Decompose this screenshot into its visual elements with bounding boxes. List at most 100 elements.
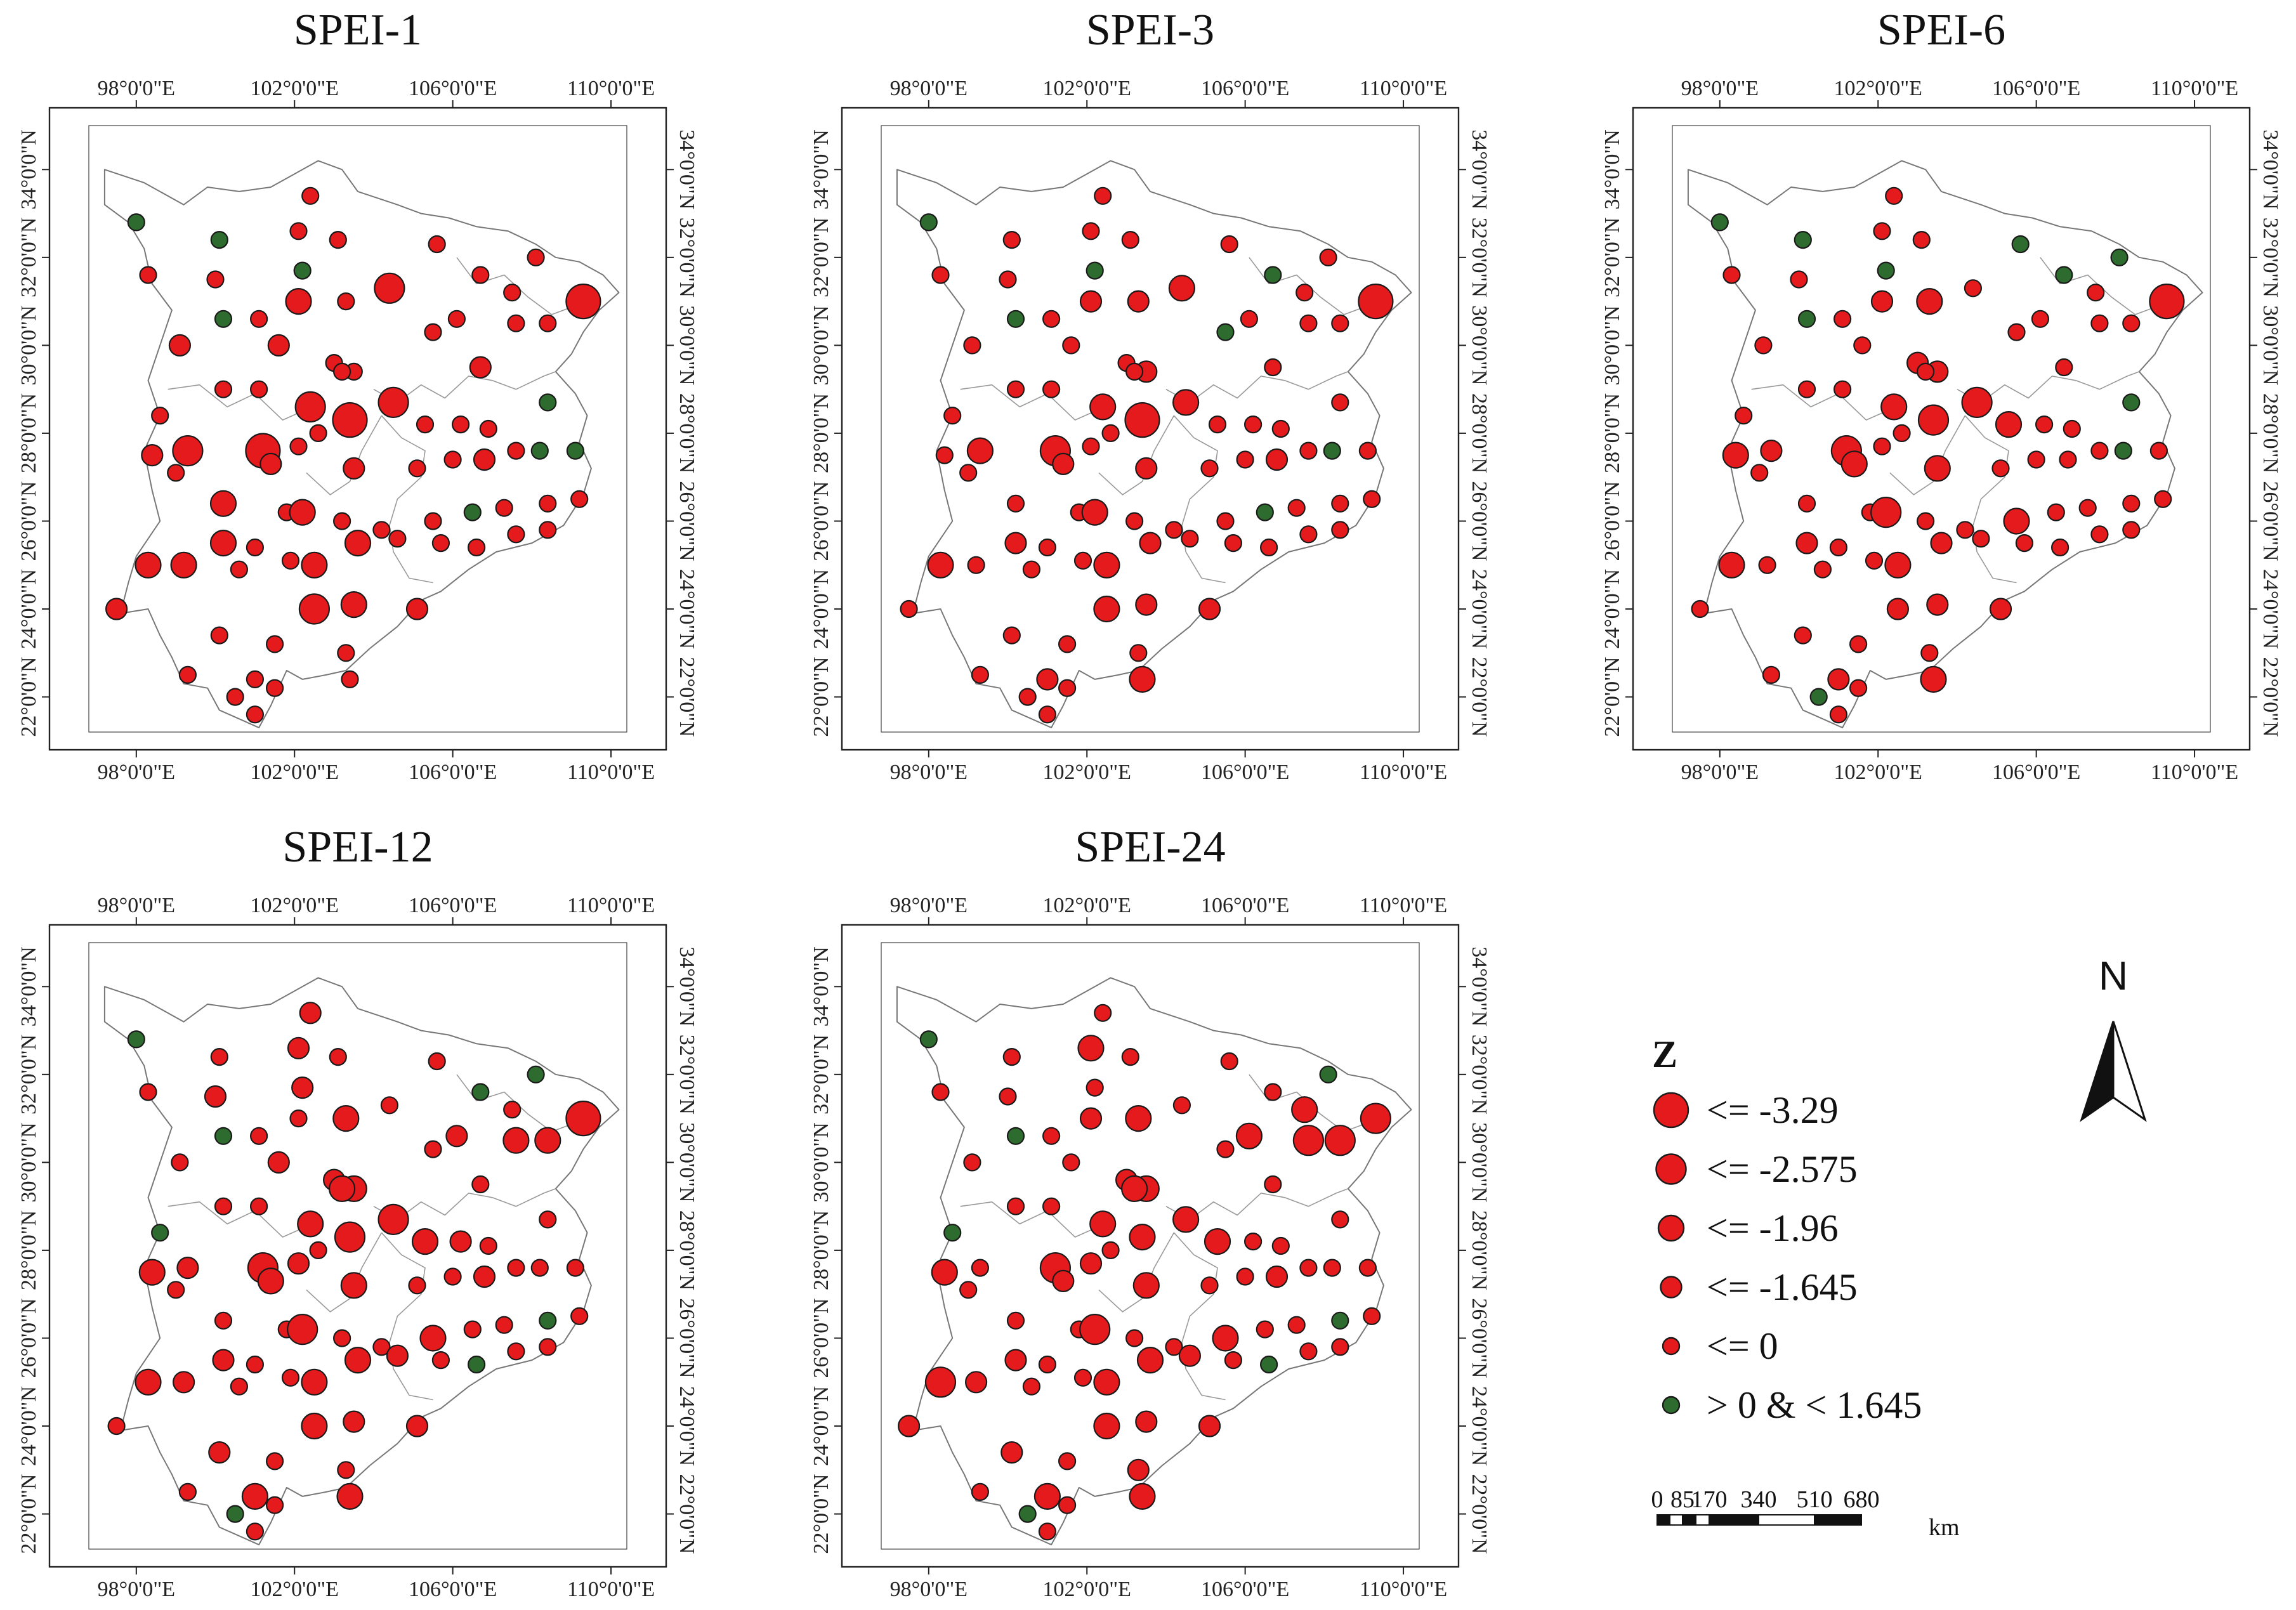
region-boundary [896, 977, 1412, 1546]
station-marker [1762, 665, 1780, 684]
station-marker [1930, 532, 1953, 554]
station-marker [1834, 310, 1852, 328]
legend-label: <= -3.29 [1707, 1089, 1839, 1131]
station-marker [1331, 521, 1349, 539]
station-marker [424, 1140, 442, 1158]
station-marker [424, 512, 442, 530]
station-marker [931, 1083, 950, 1101]
station-marker [1172, 1096, 1191, 1115]
lat-label-right: 22°0'0"N [1467, 1474, 1491, 1554]
station-marker [502, 1127, 530, 1154]
station-marker [380, 1096, 399, 1115]
station-marker [416, 415, 435, 434]
lon-label-bottom: 106°0'0"E [409, 761, 497, 784]
station-marker [443, 1267, 462, 1286]
province-boundary [381, 415, 433, 584]
lon-label-top: 98°0'0"E [890, 894, 968, 917]
station-marker [2059, 450, 2077, 469]
station-marker [1006, 1197, 1025, 1215]
station-marker [266, 679, 284, 697]
station-marker [332, 1104, 360, 1132]
station-marker [343, 457, 365, 480]
station-marker [1840, 450, 1868, 478]
province-boundary [1751, 384, 1887, 421]
lon-label-bottom: 110°0'0"E [2151, 761, 2238, 784]
station-marker [1299, 525, 1318, 544]
station-marker [1256, 1320, 1274, 1338]
station-marker [267, 334, 290, 357]
station-marker [210, 626, 228, 645]
scale-bar-tick-label: 85 [1670, 1486, 1695, 1513]
station-marker [467, 538, 486, 557]
station-marker [473, 1265, 496, 1288]
station-marker [2063, 419, 2081, 438]
station-marker [1129, 1482, 1156, 1510]
station-marker [503, 1101, 522, 1119]
station-marker [1006, 380, 1025, 398]
station-marker [507, 1342, 525, 1361]
map-panel-4: SPEI-12 98°0'0"E 98°0'0"E 102°0'0"E 102°0'0"… [17, 823, 699, 1601]
station-marker [1240, 310, 1259, 328]
station-marker [1265, 1265, 1289, 1288]
station-marker [1129, 644, 1148, 662]
lat-label-left: 26°0'0"N [17, 1298, 41, 1378]
station-marker [1718, 551, 1745, 579]
map-area [881, 125, 1420, 733]
station-marker [151, 1224, 169, 1242]
station-marker [250, 1127, 268, 1145]
panel-title: SPEI-6 [1877, 6, 2005, 55]
lat-label-right: 24°0'0"N [675, 1386, 699, 1466]
lon-label-top: 106°0'0"E [409, 894, 497, 917]
station-marker [1236, 1267, 1254, 1286]
station-marker [1271, 419, 1290, 438]
station-marker [2035, 415, 2054, 434]
station-marker [2149, 442, 2168, 460]
stations [900, 187, 1394, 724]
station-marker [377, 1203, 409, 1236]
station-marker [1212, 1325, 1239, 1352]
station-marker [503, 284, 522, 302]
station-marker [1794, 626, 1812, 645]
north-arrow-dark-half [2080, 1021, 2115, 1122]
lon-label-bottom: 98°0'0"E [890, 761, 968, 784]
station-marker [1870, 290, 1894, 313]
station-marker [527, 1065, 545, 1083]
panel-title: SPEI-12 [282, 823, 433, 872]
station-marker [1834, 380, 1852, 398]
station-marker [424, 323, 442, 341]
station-marker [1829, 705, 1847, 724]
station-marker [341, 670, 359, 689]
station-marker [1127, 1458, 1150, 1481]
legend-title: Z [1652, 1033, 1677, 1075]
lat-label-left: 26°0'0"N [810, 1298, 833, 1378]
scale-bar-tick-label: 340 [1741, 1486, 1777, 1513]
station-marker [214, 1127, 233, 1145]
station-marker [107, 1417, 126, 1436]
lon-label-bottom: 110°0'0"E [567, 761, 655, 784]
station-marker [1849, 679, 1868, 697]
station-marker [343, 1410, 365, 1433]
station-marker [297, 1210, 324, 1238]
station-marker [539, 1311, 557, 1330]
lat-label-right: 34°0'0"N [675, 129, 699, 209]
station-marker [1331, 314, 1349, 332]
station-marker [134, 1368, 162, 1396]
lon-label-bottom: 110°0'0"E [567, 1578, 655, 1601]
station-marker [1094, 187, 1112, 205]
station-marker [1917, 512, 1935, 530]
station-marker [167, 1281, 185, 1299]
lon-label-top: 98°0'0"E [98, 894, 175, 917]
station-marker [566, 1259, 585, 1277]
station-marker [1760, 439, 1783, 462]
station-marker [287, 1252, 310, 1275]
station-marker [178, 1482, 197, 1501]
lat-label-right: 24°0'0"N [1467, 1386, 1491, 1466]
station-marker [337, 644, 355, 662]
station-marker [1287, 1316, 1306, 1334]
station-marker [1750, 464, 1769, 482]
lat-label-right: 32°0'0"N [2259, 218, 2282, 298]
station-marker [2122, 314, 2141, 332]
station-marker [1877, 261, 1895, 280]
lat-label-left: 28°0'0"N [17, 1210, 41, 1290]
legend-label: > 0 & < 1.645 [1707, 1384, 1922, 1426]
